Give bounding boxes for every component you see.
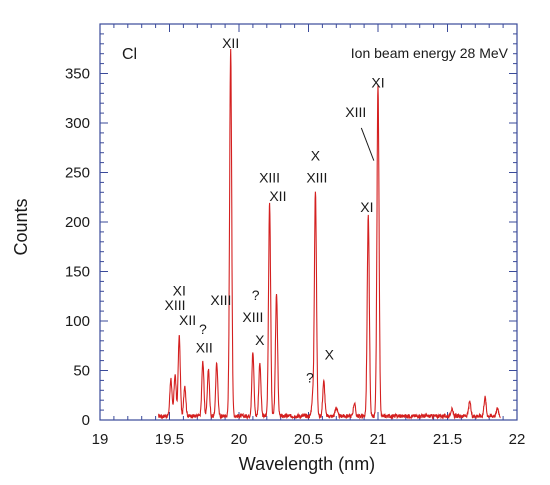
peak-label: X (311, 148, 321, 164)
peak-label: XII (269, 188, 286, 204)
peak-label: XI (371, 74, 384, 90)
x-tick-label: 20.5 (294, 431, 323, 448)
plot-border (99, 23, 518, 421)
callout-line (360, 127, 375, 161)
x-tick-label: 22 (509, 431, 526, 448)
peak-label: XI (360, 199, 373, 215)
y-axis-title: Counts (11, 198, 31, 255)
peak-label: ? (306, 369, 314, 385)
spectrum-line (158, 48, 501, 421)
y-tick-label: 0 (82, 412, 90, 429)
y-tick-label: 350 (65, 66, 90, 83)
peak-label: X (325, 347, 335, 363)
peak-label: XIII (345, 104, 366, 120)
y-tick-label: 50 (73, 363, 90, 380)
y-tick-label: 250 (65, 165, 90, 182)
axis-ticks (99, 23, 518, 421)
peak-label: XIII (242, 309, 263, 325)
x-tick-label: 21.5 (433, 431, 462, 448)
x-tick-label: 19.5 (155, 431, 184, 448)
peak-label: XII (179, 312, 196, 328)
x-axis-title: Wavelength (nm) (239, 454, 375, 474)
peak-label: XIII (165, 297, 186, 313)
y-tick-label: 300 (65, 115, 90, 132)
peak-label: ? (199, 321, 207, 337)
peak-label: X (255, 332, 265, 348)
peak-label: XIII (306, 169, 327, 185)
peak-label: XI (173, 282, 186, 298)
peak-label: XIII (259, 169, 280, 185)
x-tick-label: 19 (92, 431, 109, 448)
energy-label: Ion beam energy 28 MeV (351, 45, 509, 61)
peak-label: XII (196, 340, 213, 356)
peak-label: XII (222, 35, 239, 51)
peak-label: ? (252, 287, 260, 303)
tick-labels: 19 19.5 20 20.5 21 21.5 22 0 50 100 150 200 250 300 35… (65, 66, 525, 449)
x-tick-label: 20 (231, 431, 248, 448)
y-tick-label: 200 (65, 214, 90, 231)
y-tick-label: 100 (65, 313, 90, 330)
plot-frame (99, 23, 518, 421)
y-tick-label: 150 (65, 264, 90, 281)
element-label: Cl (122, 46, 137, 63)
x-tick-label: 21 (370, 431, 387, 448)
peak-label: XIII (210, 292, 231, 308)
